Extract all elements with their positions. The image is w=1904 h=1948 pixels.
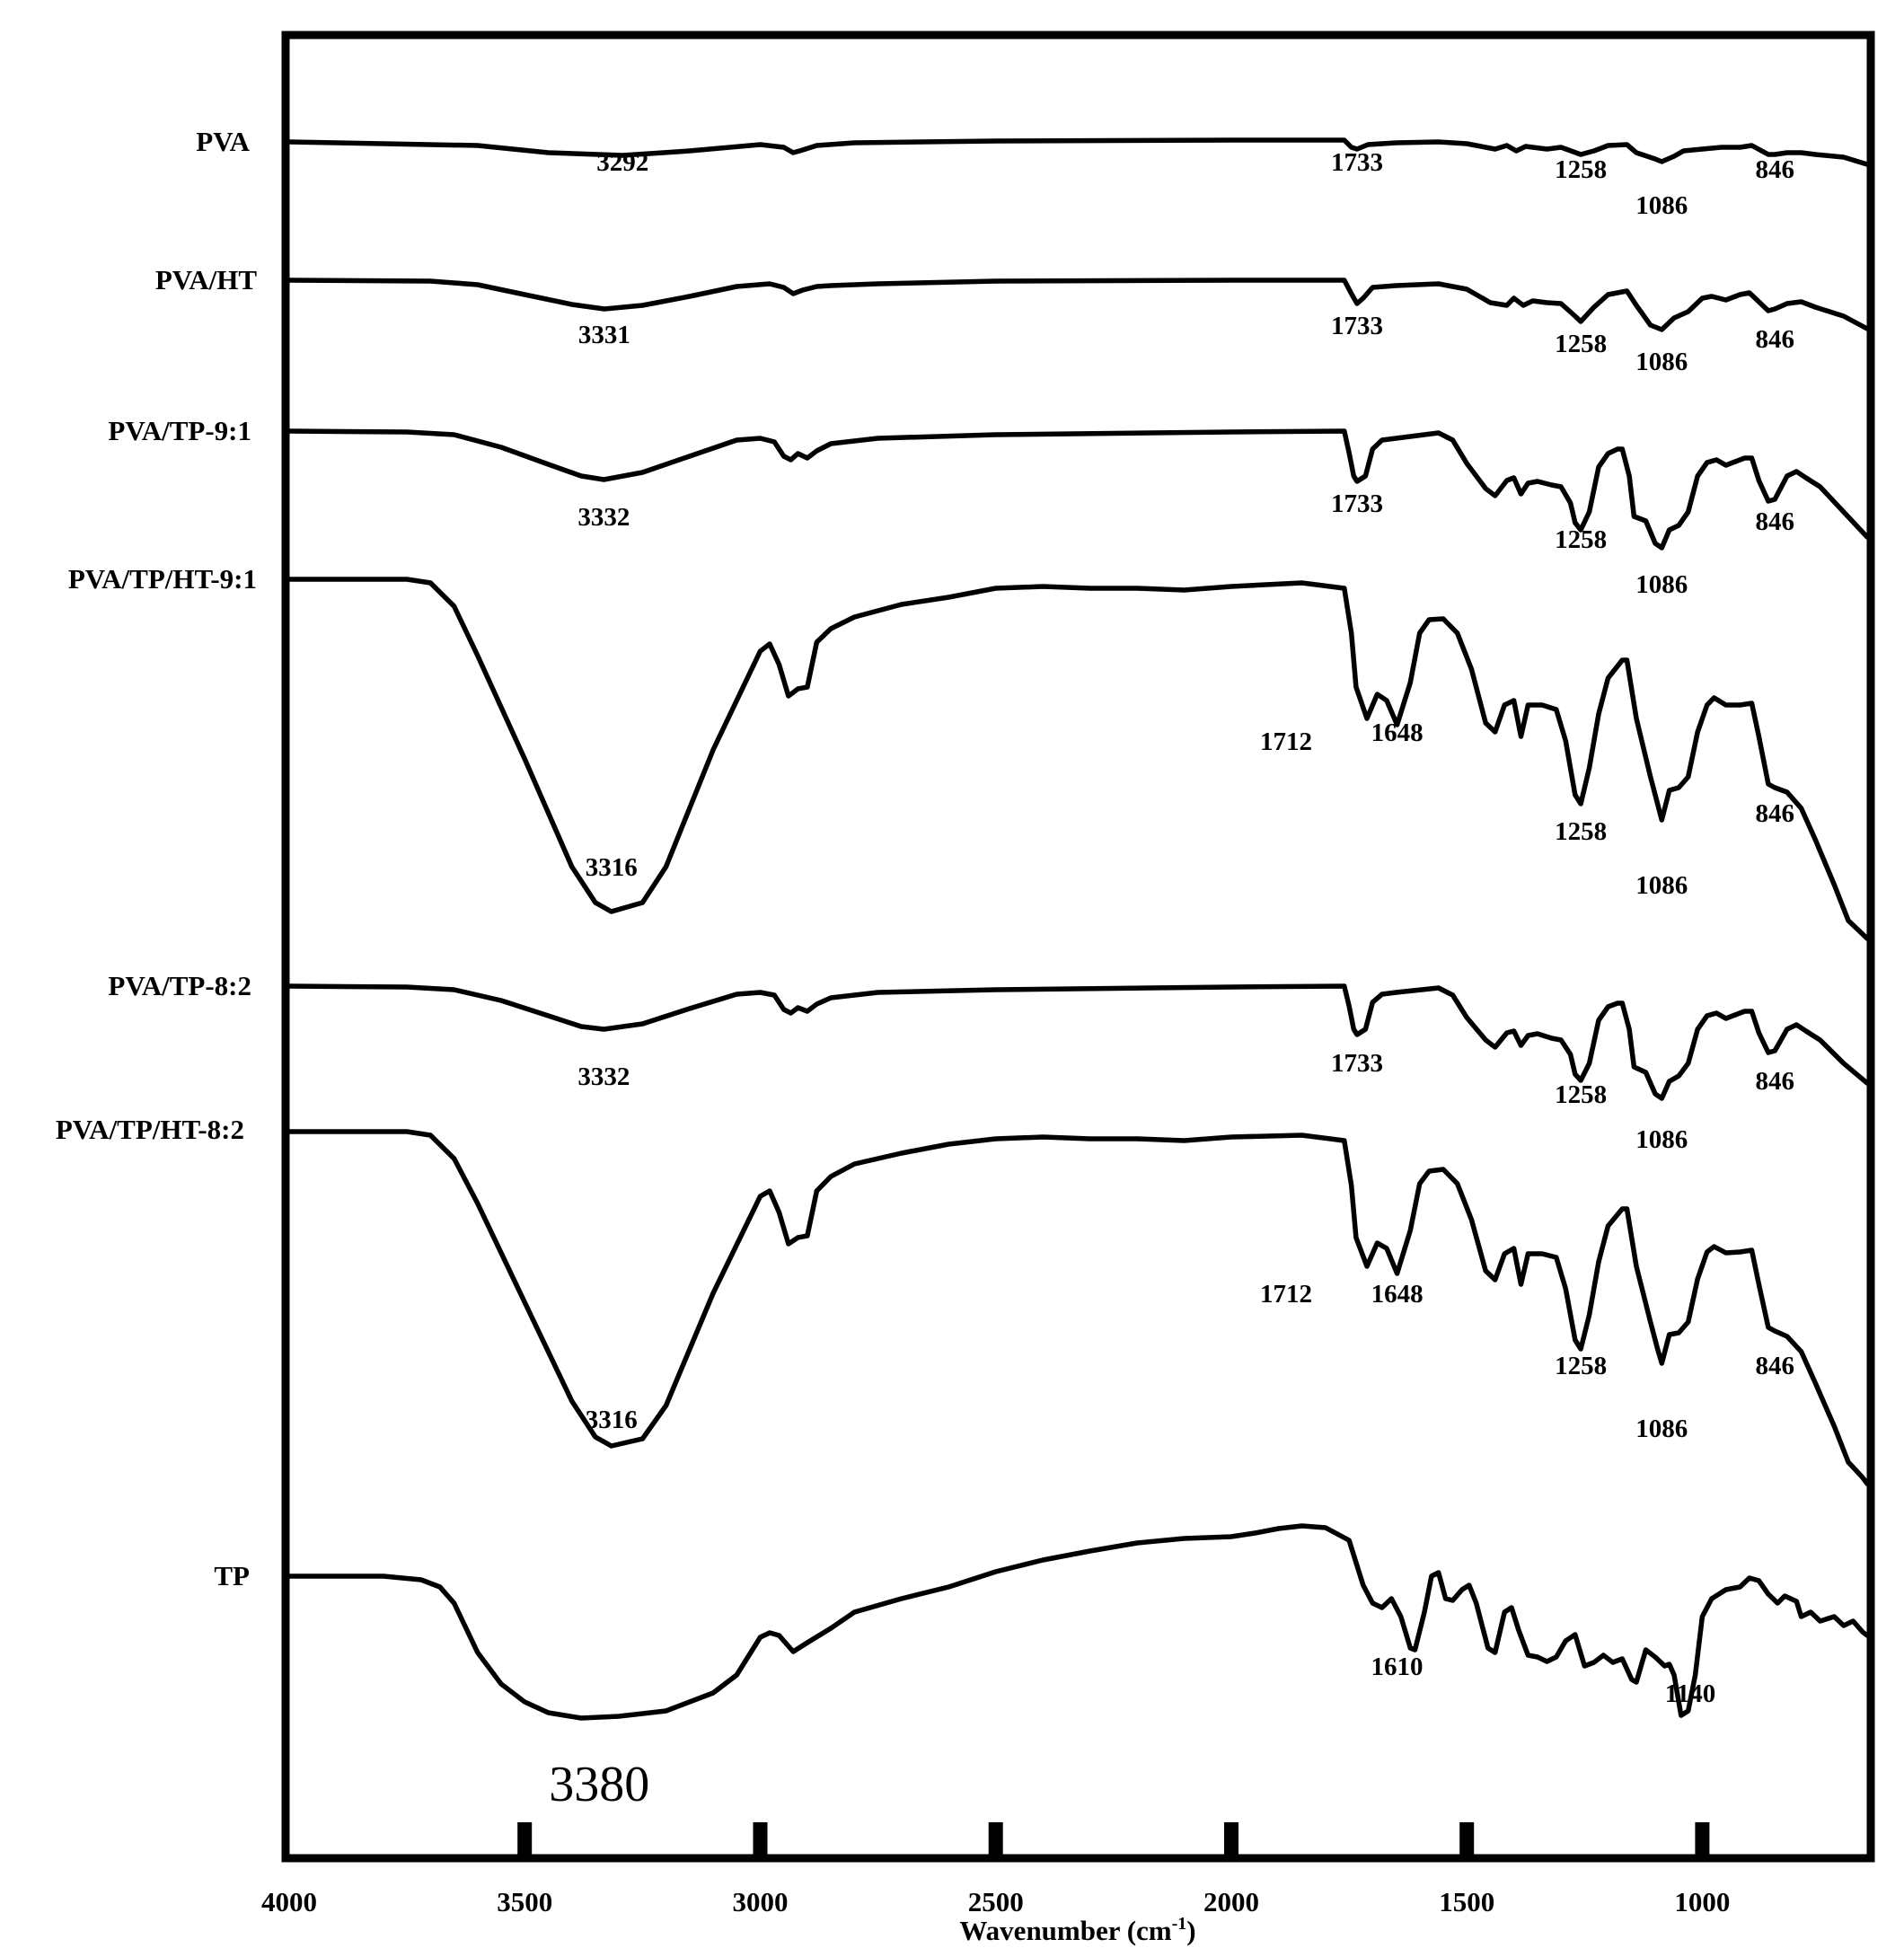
peak-label-1-3: 1086: [1635, 348, 1688, 376]
peak-label-5-0: 3316: [586, 1406, 638, 1434]
peak-label-5-1: 1712: [1260, 1280, 1312, 1309]
series-label-2: PVA/TP-9:1: [108, 415, 251, 446]
x-tick-mark-5: [1459, 1822, 1475, 1855]
peak-label-3-1: 1712: [1260, 727, 1312, 756]
peak-label-3-3: 1258: [1555, 817, 1607, 846]
x-tick-mark-6: [1695, 1822, 1710, 1855]
plot-frame: [281, 31, 1875, 1863]
spectra-layer: [286, 137, 1870, 1721]
peak-label-1-4: 846: [1755, 325, 1794, 354]
peak-label-6-0: 3380: [549, 1757, 649, 1812]
spectrum-line-2: [286, 428, 1870, 551]
x-axis-title: Wavenumber (cm-1): [959, 1914, 1195, 1946]
x-axis-title-main: Wavenumber (cm: [959, 1915, 1171, 1946]
x-tick-label-1: 3500: [497, 1886, 552, 1917]
series-labels: PVA PVA/HT PVA/TP-9:1 PVA/TP/HT-9:1 PVA/TP-8…: [56, 126, 257, 1591]
peak-label-4-0: 3332: [577, 1062, 630, 1091]
x-tick-mark-2: [753, 1822, 768, 1855]
series-label-3: PVA/TP/HT-9:1: [68, 563, 257, 595]
peak-label-1-2: 1258: [1555, 330, 1607, 358]
peak-label-3-2: 1648: [1371, 718, 1424, 747]
peak-label-5-2: 1648: [1371, 1280, 1424, 1309]
series-label-5: PVA/TP/HT-8:2: [56, 1114, 244, 1145]
peak-label-0-4: 846: [1755, 155, 1794, 184]
peak-label-2-0: 3332: [577, 503, 630, 532]
x-tick-mark-4: [1224, 1822, 1238, 1855]
series-label-6: TP: [214, 1560, 250, 1591]
spectrum-line-6: [286, 1523, 1870, 1721]
x-tick-label-6: 1000: [1674, 1886, 1730, 1917]
peak-label-2-1: 1733: [1331, 489, 1383, 518]
series-label-0: PVA: [196, 126, 250, 157]
peak-label-2-2: 1258: [1555, 525, 1607, 554]
peak-label-1-0: 3331: [578, 321, 630, 349]
spectrum-line-1: [286, 278, 1870, 332]
peak-label-3-4: 1086: [1635, 871, 1688, 900]
peak-label-0-3: 1086: [1635, 191, 1688, 220]
peak-label-0-0: 3292: [596, 148, 648, 177]
x-axis-ticks: 4000 3500 3000 2500 2000 1500 1000: [261, 1822, 1730, 1917]
peak-label-4-1: 1733: [1331, 1049, 1383, 1078]
peak-label-6-2: 1140: [1665, 1679, 1715, 1708]
peak-label-0-2: 1258: [1555, 155, 1607, 184]
peak-label-6-1: 1610: [1371, 1653, 1424, 1681]
peak-label-5-4: 1086: [1635, 1415, 1688, 1443]
x-axis-title-end: ): [1186, 1915, 1195, 1946]
peak-label-3-0: 3316: [586, 853, 638, 882]
series-label-4: PVA/TP-8:2: [108, 970, 251, 1001]
spectrum-line-3: [286, 577, 1870, 941]
x-axis-title-sup: -1: [1172, 1914, 1187, 1934]
peak-label-2-4: 846: [1755, 507, 1794, 536]
x-tick-label-3: 2500: [968, 1886, 1024, 1917]
x-tick-label-4: 2000: [1203, 1886, 1259, 1917]
peak-label-3-5: 846: [1755, 799, 1794, 828]
spectrum-line-5: [286, 1129, 1870, 1486]
peak-label-4-4: 846: [1755, 1067, 1794, 1096]
peak-label-5-3: 1258: [1555, 1352, 1607, 1380]
x-tick-mark-3: [988, 1822, 1003, 1855]
x-tick-label-2: 3000: [733, 1886, 789, 1917]
peak-labels: 3292 1733 1258 1086 846 3331 1733 1258 1086 846 33…: [549, 148, 1794, 1812]
peak-label-0-1: 1733: [1331, 148, 1383, 177]
series-label-1: PVA/HT: [155, 264, 257, 295]
peak-label-2-3: 1086: [1635, 570, 1688, 599]
x-tick-mark-1: [517, 1822, 533, 1855]
peak-label-1-1: 1733: [1331, 312, 1383, 340]
peak-label-4-3: 1086: [1635, 1125, 1688, 1154]
x-tick-label-0: 4000: [261, 1886, 317, 1917]
x-tick-label-5: 1500: [1439, 1886, 1494, 1917]
peak-label-4-2: 1258: [1555, 1080, 1607, 1109]
spectrum-line-4: [286, 983, 1870, 1101]
spectrum-line-0: [286, 137, 1870, 167]
peak-label-5-5: 846: [1755, 1352, 1794, 1380]
